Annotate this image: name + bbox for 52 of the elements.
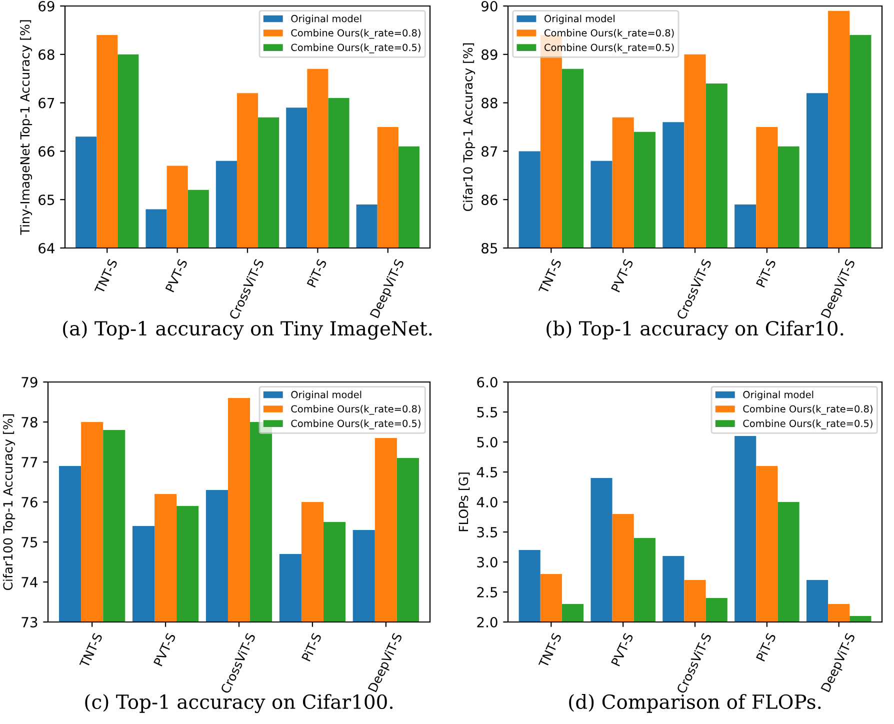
legend-label: Combine Ours(k_rate=0.5) [291, 44, 420, 54]
y-tick-label: 85 [482, 242, 498, 254]
y-tick-label: 75 [22, 537, 38, 548]
x-tick-label: PiT-S [301, 632, 322, 662]
y-tick-label: 6.0 [477, 376, 498, 388]
y-tick-label: 78 [22, 416, 38, 428]
y-tick-label: 88 [482, 98, 498, 108]
y-tick-label: 64 [38, 242, 54, 254]
y-tick-label: 5.5 [477, 407, 498, 418]
y-axis-title: Tiny-ImageNet Top-1 Accuracy [%] [20, 20, 32, 235]
y-tick-label: 65 [38, 194, 54, 206]
text: (b) Top-1 accuracy on Cifar10. [546, 320, 844, 340]
y-tick-label: 66 [38, 146, 54, 157]
y-tick-label: 76 [22, 496, 38, 508]
y-tick-label: 4.5 [476, 467, 498, 478]
text: (d) Comparison of FLOPs. [569, 694, 821, 713]
x-tick-label: PiT-S [756, 632, 776, 662]
y-tick-label: 77 [22, 457, 38, 468]
y-tick-label: 89 [482, 49, 498, 60]
legend-label: Original model [743, 390, 814, 400]
y-tick-label: 68 [38, 49, 54, 60]
legend-label: Combine Ours(k_rate=0.5) [544, 44, 674, 54]
y-tick-label: 90 [481, 0, 498, 12]
legend-label: Combine Ours(k_rate=0.8) [743, 405, 872, 415]
legend-label: Combine Ours(k_rate=0.8) [291, 29, 420, 39]
y-tick-label: 5.0 [477, 436, 498, 448]
y-tick-label: 79 [22, 376, 38, 388]
text: (a) Top-1 accuracy on Tiny ImageNet. [63, 320, 432, 340]
y-tick-label: 4.0 [476, 496, 498, 508]
legend-label: Combine Ours(k_rate=0.5) [291, 420, 420, 430]
legend-label: Original model [291, 390, 362, 400]
text: (c) Top-1 accuracy on Cifar100. [85, 694, 393, 714]
y-axis-title: Cifar100 Top-1 Accuracy [%] [2, 414, 16, 590]
y-axis-title: FLOPs [G] [458, 472, 470, 532]
legend-label: Original model [544, 14, 614, 24]
y-axis-title: Cifar10 Top-1 Accuracy [%] [462, 43, 476, 212]
y-tick-label: 86 [482, 194, 498, 206]
x-tick-label: PiT-S [306, 258, 327, 288]
y-tick-label: 67 [38, 98, 54, 108]
x-tick-label: PiT-S [756, 258, 776, 288]
y-tick-label: 74 [22, 577, 38, 588]
y-tick-label: 3.0 [477, 556, 498, 568]
legend-label: Combine Ours(k_rate=0.5) [743, 420, 872, 430]
legend-label: Original model [291, 14, 362, 24]
y-tick-label: 2.0 [477, 616, 498, 628]
y-tick-label: 2.5 [477, 586, 498, 598]
legend-label: Combine Ours(k_rate=0.8) [544, 29, 674, 39]
y-tick-label: 87 [482, 146, 498, 157]
y-tick-label: 69 [38, 0, 54, 12]
y-tick-label: 3.5 [477, 526, 498, 538]
y-tick-label: 73 [22, 616, 38, 628]
legend-label: Combine Ours(k_rate=0.8) [291, 405, 420, 415]
